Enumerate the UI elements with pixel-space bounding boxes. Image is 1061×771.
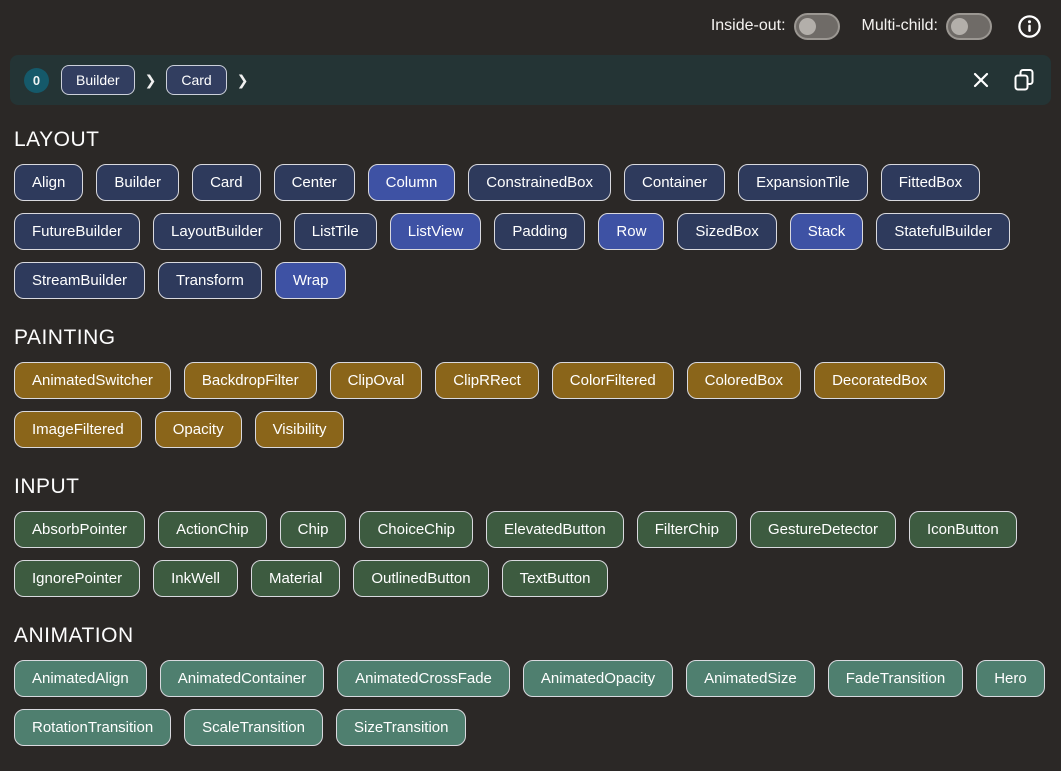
section-input: INPUT AbsorbPointer ActionChip Chip ChoiceCh…: [14, 475, 1047, 597]
widget-chip-animatedsize[interactable]: AnimatedSize: [686, 660, 815, 697]
widget-chip-listtile[interactable]: ListTile: [293, 213, 377, 250]
section-title: LAYOUT: [14, 128, 100, 151]
widget-chip-animatedcontainer[interactable]: AnimatedContainer: [159, 660, 325, 697]
widget-chip-decoratedbox[interactable]: DecoratedBox: [814, 362, 946, 399]
widget-chip-elevatedbutton[interactable]: ElevatedButton: [486, 511, 624, 548]
section-title: ANIMATION: [14, 624, 134, 647]
multi-child-label: Multi-child:: [861, 17, 938, 34]
multi-child-control: Multi-child:: [861, 12, 992, 40]
inside-out-toggle-knob: [798, 17, 816, 35]
breadcrumb-item-builder[interactable]: Builder: [61, 65, 135, 95]
close-icon: [973, 72, 989, 88]
widget-chip-clipoval[interactable]: ClipOval: [329, 362, 423, 399]
widget-chip-wrap[interactable]: Wrap: [274, 262, 347, 299]
widget-chip-material[interactable]: Material: [250, 560, 341, 597]
widget-chip-padding[interactable]: Padding: [494, 213, 586, 250]
widget-chip-card[interactable]: Card: [192, 164, 261, 201]
breadcrumb: Builder ❯ Card ❯: [61, 65, 969, 95]
breadcrumb-bar: 0 Builder ❯ Card ❯: [10, 55, 1051, 105]
widget-chip-animatedalign[interactable]: AnimatedAlign: [14, 660, 147, 697]
widget-chip-ignorepointer[interactable]: IgnorePointer: [14, 560, 141, 597]
chip-list: AnimatedAlign AnimatedContainer AnimatedCr…: [14, 660, 1047, 746]
widget-chip-absorbpointer[interactable]: AbsorbPointer: [14, 511, 146, 548]
widget-sections: LAYOUT Align Builder Card Center Column Constr…: [0, 128, 1061, 746]
widget-chip-transform[interactable]: Transform: [158, 262, 262, 299]
widget-chip-chip[interactable]: Chip: [279, 511, 347, 548]
close-button[interactable]: [969, 68, 993, 92]
widget-chip-expansiontile[interactable]: ExpansionTile: [738, 164, 868, 201]
widget-chip-choicechip[interactable]: ChoiceChip: [359, 511, 474, 548]
widget-chip-fadetransition[interactable]: FadeTransition: [827, 660, 964, 697]
inside-out-toggle[interactable]: [793, 12, 840, 40]
widget-chip-stack[interactable]: Stack: [789, 213, 864, 250]
widget-chip-container[interactable]: Container: [624, 164, 726, 201]
chip-list: Align Builder Card Center Column ConstrainedB…: [14, 164, 1047, 299]
section-painting: PAINTING AnimatedSwitcher BackdropFilter Cl…: [14, 326, 1047, 448]
widget-chip-actionchip[interactable]: ActionChip: [158, 511, 267, 548]
info-icon: [1018, 14, 1041, 38]
widget-chip-rotationtransition[interactable]: RotationTransition: [14, 709, 172, 746]
chevron-right-icon: ❯: [144, 71, 157, 88]
widget-chip-align[interactable]: Align: [14, 164, 84, 201]
widget-chip-animatedcrossfade[interactable]: AnimatedCrossFade: [337, 660, 510, 697]
widget-chip-animatedswitcher[interactable]: AnimatedSwitcher: [14, 362, 171, 399]
inside-out-label: Inside-out:: [710, 17, 786, 34]
widget-chip-animatedopacity[interactable]: AnimatedOpacity: [522, 660, 674, 697]
widget-chip-column[interactable]: Column: [367, 164, 456, 201]
widget-chip-fittedbox[interactable]: FittedBox: [880, 164, 981, 201]
breadcrumb-actions: [969, 66, 1037, 94]
chevron-right-icon: ❯: [236, 71, 249, 88]
widget-chip-hero[interactable]: Hero: [976, 660, 1045, 697]
widget-chip-builder[interactable]: Builder: [96, 164, 180, 201]
widget-chip-textbutton[interactable]: TextButton: [501, 560, 609, 597]
widget-chip-layoutbuilder[interactable]: LayoutBuilder: [153, 213, 281, 250]
section-animation: ANIMATION AnimatedAlign AnimatedContainer A…: [14, 624, 1047, 746]
widget-chip-filterchip[interactable]: FilterChip: [636, 511, 737, 548]
multi-child-toggle-knob: [951, 17, 968, 35]
chip-list: AnimatedSwitcher BackdropFilter ClipOval Cl…: [14, 362, 1047, 448]
index-badge: 0: [24, 67, 49, 93]
section-title: PAINTING: [14, 326, 116, 349]
widget-chip-visibility[interactable]: Visibility: [254, 411, 345, 448]
widget-chip-iconbutton[interactable]: IconButton: [909, 511, 1017, 548]
copy-icon: [1014, 69, 1034, 91]
widget-chip-cliprrect[interactable]: ClipRRect: [435, 362, 539, 399]
widget-chip-gesturedetector[interactable]: GestureDetector: [749, 511, 896, 548]
widget-chip-streambuilder[interactable]: StreamBuilder: [14, 262, 146, 299]
widget-chip-constrainedbox[interactable]: ConstrainedBox: [468, 164, 612, 201]
widget-chip-statefulbuilder[interactable]: StatefulBuilder: [876, 213, 1010, 250]
copy-button[interactable]: [1011, 66, 1037, 94]
widget-chip-outlinedbutton[interactable]: OutlinedButton: [353, 560, 489, 597]
widget-chip-backdropfilter[interactable]: BackdropFilter: [183, 362, 317, 399]
section-title: INPUT: [14, 475, 80, 498]
widget-chip-sizedbox[interactable]: SizedBox: [677, 213, 777, 250]
chip-list: AbsorbPointer ActionChip Chip ChoiceChip Ele…: [14, 511, 1047, 597]
widget-chip-row[interactable]: Row: [598, 213, 665, 250]
widget-chip-coloredbox[interactable]: ColoredBox: [686, 362, 802, 399]
widget-chip-opacity[interactable]: Opacity: [154, 411, 242, 448]
section-layout: LAYOUT Align Builder Card Center Column Constr…: [14, 128, 1047, 299]
widget-chip-listview[interactable]: ListView: [389, 213, 482, 250]
topbar: Inside-out: Multi-child:: [0, 0, 1061, 52]
widget-chip-center[interactable]: Center: [273, 164, 355, 201]
widget-chip-futurebuilder[interactable]: FutureBuilder: [14, 213, 141, 250]
breadcrumb-item-card[interactable]: Card: [166, 65, 227, 95]
widget-chip-scaletransition[interactable]: ScaleTransition: [184, 709, 323, 746]
inside-out-control: Inside-out:: [710, 12, 840, 40]
multi-child-toggle[interactable]: [946, 12, 992, 40]
widget-chip-imagefiltered[interactable]: ImageFiltered: [14, 411, 142, 448]
widget-chip-inkwell[interactable]: InkWell: [153, 560, 238, 597]
widget-chip-sizetransition[interactable]: SizeTransition: [336, 709, 467, 746]
widget-chip-colorfiltered[interactable]: ColorFiltered: [551, 362, 674, 399]
info-button[interactable]: [1014, 11, 1045, 42]
